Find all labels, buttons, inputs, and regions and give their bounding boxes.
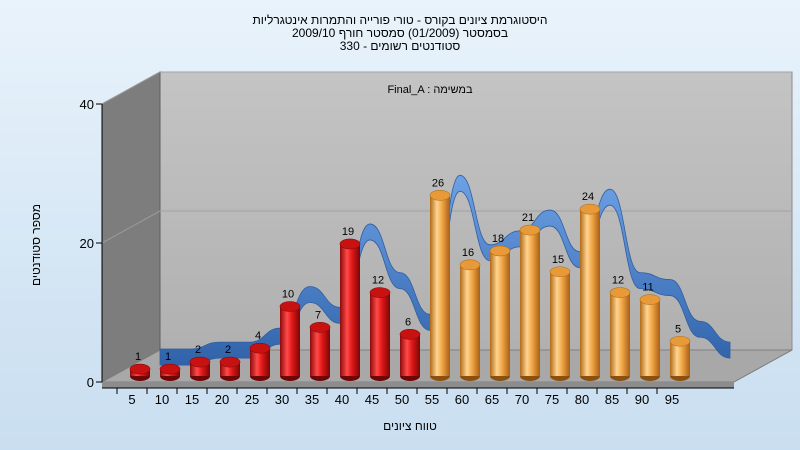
bar	[219, 356, 241, 381]
x-tick-label: 40	[335, 392, 349, 407]
data-label: 1	[135, 351, 141, 363]
data-label: 7	[315, 309, 321, 321]
bar	[309, 322, 331, 381]
data-label: 15	[552, 254, 564, 266]
data-label: 4	[255, 330, 261, 342]
x-tick-label: 45	[365, 392, 379, 407]
data-label: 11	[642, 282, 653, 294]
bar	[339, 238, 361, 381]
bars	[129, 190, 691, 381]
y-axis: 0 20 40	[80, 97, 103, 390]
bar	[429, 190, 451, 381]
data-label: 18	[492, 233, 504, 245]
x-tick-label: 70	[515, 392, 529, 407]
data-label: 1	[165, 351, 171, 363]
bar	[369, 287, 391, 381]
x-tick-label: 25	[245, 392, 259, 407]
x-tick-label: 95	[665, 392, 679, 407]
y-tick-label: 20	[80, 236, 94, 251]
y-axis-title: מספר סטודנטים	[29, 204, 43, 286]
bar	[609, 287, 631, 381]
chart-title-line-3: 330 - סטודנטים רשומים	[340, 39, 461, 53]
bar	[189, 356, 211, 381]
gridlines	[101, 71, 792, 244]
data-label: 2	[225, 344, 231, 356]
data-label: 24	[582, 191, 594, 203]
data-label: 19	[342, 226, 354, 238]
data-label: 5	[675, 323, 681, 335]
x-tick-label: 50	[395, 392, 409, 407]
x-tick-label: 65	[485, 392, 499, 407]
bar	[279, 301, 301, 381]
y-tick-label: 40	[80, 97, 94, 112]
data-label: 2	[195, 344, 201, 356]
data-label: 10	[282, 289, 294, 301]
x-tick-label: 10	[155, 392, 169, 407]
x-tick-label: 55	[425, 392, 439, 407]
bar	[519, 224, 541, 381]
x-tick-label: 60	[455, 392, 469, 407]
bar	[249, 342, 271, 381]
x-tick-label: 80	[575, 392, 589, 407]
bar	[549, 266, 571, 381]
bar	[579, 203, 601, 381]
x-tick-label: 35	[305, 392, 319, 407]
bar	[399, 328, 421, 381]
data-label: 12	[612, 275, 624, 287]
x-tick-label: 20	[215, 392, 229, 407]
x-tick-label: 85	[605, 392, 619, 407]
chart-title-line-2: בסמסטר (01/2009) סמסטר חורף 2009/10	[292, 26, 508, 40]
bar	[129, 363, 151, 381]
data-label: 6	[405, 316, 411, 328]
bar	[639, 294, 661, 381]
gridline-side	[101, 71, 161, 105]
data-label: 26	[432, 177, 444, 189]
bar	[669, 335, 691, 381]
y-tick-label: 0	[87, 375, 94, 390]
bar	[159, 363, 181, 381]
data-label: 21	[522, 212, 534, 224]
x-axis: 5 10 15 20 25 30 35 40 45 50 55 60 65 70 75 80 85 90 95	[102, 387, 734, 407]
x-axis-title: טווח ציונים	[383, 419, 437, 433]
bar	[459, 259, 481, 381]
floor-front-edge	[102, 382, 734, 388]
data-label: 12	[372, 275, 384, 287]
bar	[489, 245, 511, 381]
gridline-side	[101, 210, 161, 244]
x-tick-label: 30	[275, 392, 289, 407]
chart-title-line-1: היסטוגרמת ציונים בקורס - טורי פורייה והת…	[252, 13, 547, 27]
task-annotation: Final_A : במשימה	[387, 84, 473, 96]
x-tick-label: 15	[185, 392, 199, 407]
x-tick-label: 90	[635, 392, 649, 407]
data-label: 16	[462, 247, 474, 259]
x-tick-label: 75	[545, 392, 559, 407]
x-tick-label: 5	[128, 392, 135, 407]
